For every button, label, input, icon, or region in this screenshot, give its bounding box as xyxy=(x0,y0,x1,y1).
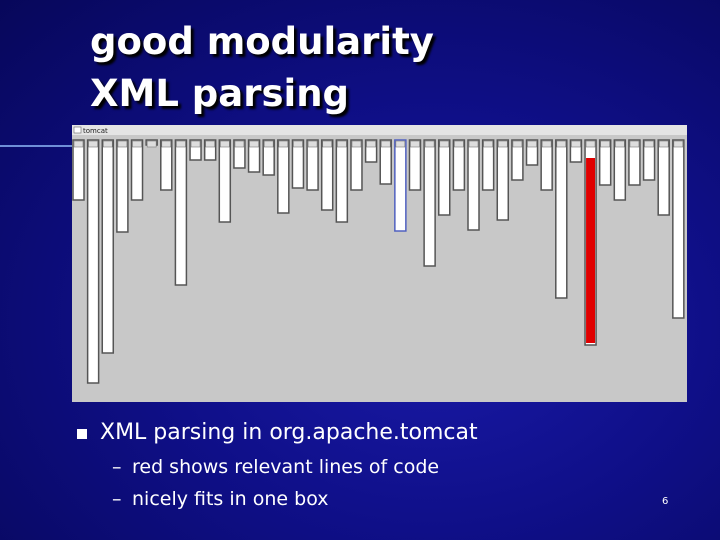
column-header xyxy=(483,140,493,148)
column xyxy=(569,139,583,163)
column xyxy=(598,139,612,186)
column-header xyxy=(658,140,669,148)
column-header xyxy=(307,140,318,148)
column-header xyxy=(410,140,420,148)
column xyxy=(379,139,392,185)
column-header xyxy=(190,140,201,148)
column xyxy=(613,139,627,201)
column-header xyxy=(102,140,113,148)
column-header xyxy=(132,140,142,148)
column xyxy=(262,139,275,176)
column-header xyxy=(556,140,567,148)
column xyxy=(364,139,378,163)
column-header xyxy=(337,140,347,148)
column xyxy=(174,139,188,286)
column xyxy=(350,139,363,191)
column xyxy=(335,139,349,223)
column-header xyxy=(541,140,552,148)
sub-bullet-text: red shows relevant lines of code xyxy=(132,456,440,478)
column xyxy=(160,139,173,191)
column xyxy=(291,139,305,189)
column xyxy=(247,139,261,173)
dash: – xyxy=(112,488,122,510)
bullet-square xyxy=(77,429,87,439)
column-header xyxy=(571,140,581,148)
column-header xyxy=(322,140,333,148)
column xyxy=(628,139,641,186)
column xyxy=(320,139,334,211)
column-header xyxy=(73,140,84,148)
column xyxy=(101,139,115,354)
column xyxy=(511,139,524,181)
column xyxy=(481,139,495,191)
column xyxy=(86,139,100,384)
column xyxy=(277,139,290,214)
highlight xyxy=(586,158,596,343)
column-header xyxy=(366,140,376,148)
column xyxy=(130,139,144,201)
column-header xyxy=(673,140,684,148)
column-header xyxy=(600,140,610,148)
column-header xyxy=(161,140,172,148)
column xyxy=(467,139,480,231)
column-header xyxy=(644,140,654,148)
column xyxy=(408,139,422,191)
column xyxy=(189,139,202,161)
column xyxy=(218,139,232,223)
column xyxy=(438,139,451,216)
column-header xyxy=(205,140,215,148)
column xyxy=(116,139,129,233)
bullet-text: XML parsing in org.apache.tomcat xyxy=(100,420,478,445)
column-header xyxy=(615,140,625,148)
column-header xyxy=(88,140,98,148)
column-header xyxy=(351,140,362,148)
column-header xyxy=(234,140,245,148)
column-header xyxy=(585,140,596,148)
column-header xyxy=(293,140,303,148)
column-header xyxy=(424,140,435,148)
column-header xyxy=(146,140,157,148)
title-line: XML parsing xyxy=(90,72,350,115)
column-header xyxy=(380,140,391,148)
columns xyxy=(72,139,685,384)
column-header xyxy=(220,140,230,148)
column-header xyxy=(527,140,537,148)
column-header xyxy=(439,140,450,148)
column-header xyxy=(629,140,640,148)
window-label: tomcat xyxy=(83,127,108,135)
window-icon xyxy=(73,126,82,134)
column xyxy=(540,139,553,191)
page-number: 6 xyxy=(662,496,669,507)
column-header xyxy=(176,140,186,148)
column-header xyxy=(117,140,128,148)
title-line: good modularity xyxy=(90,20,434,63)
column xyxy=(72,139,85,201)
column-header xyxy=(512,140,523,148)
column-header xyxy=(395,140,406,148)
column-header xyxy=(249,140,259,148)
column xyxy=(496,139,510,221)
column xyxy=(233,139,246,169)
window-header xyxy=(72,125,687,135)
column xyxy=(642,139,656,181)
column xyxy=(452,139,466,191)
column xyxy=(306,139,319,191)
column-header xyxy=(263,140,274,148)
column xyxy=(525,139,539,166)
column xyxy=(657,139,670,216)
column-header xyxy=(278,140,289,148)
column-header xyxy=(454,140,464,148)
column-header xyxy=(497,140,508,148)
column xyxy=(423,139,436,267)
column xyxy=(203,139,217,161)
column xyxy=(394,139,407,232)
sub-bullet-text: nicely fits in one box xyxy=(132,488,329,510)
dash: – xyxy=(112,456,122,478)
column xyxy=(672,139,685,319)
column-header xyxy=(468,140,479,148)
column xyxy=(555,139,568,299)
